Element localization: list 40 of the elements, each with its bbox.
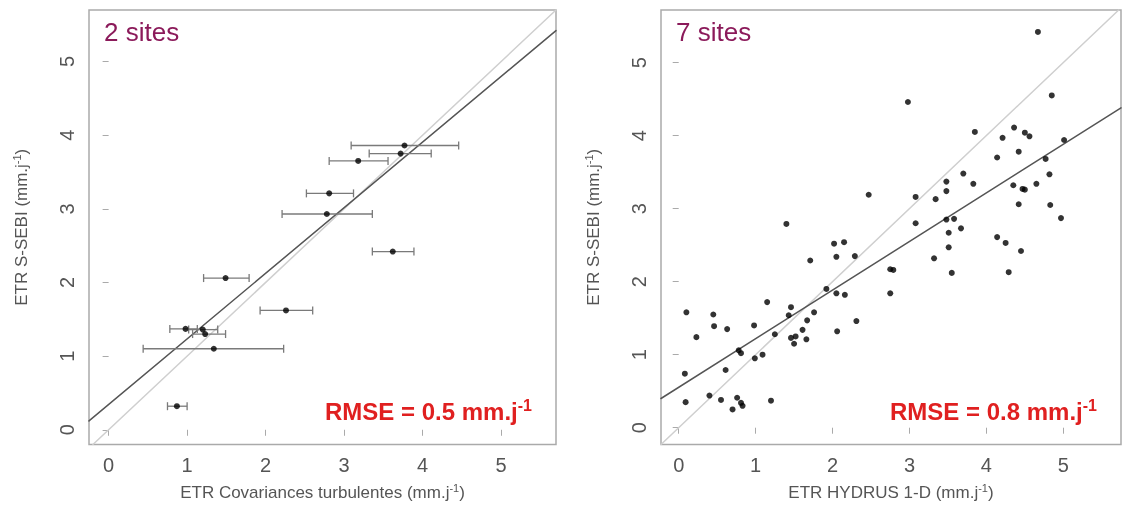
y-tick-label: 2 [56, 276, 78, 289]
point [210, 345, 217, 352]
x-tick-label: 4 [417, 453, 429, 476]
x-tick-label: 2 [260, 453, 272, 476]
y-axis-title: ETR S-SEBI (mm.j-1) [582, 148, 603, 306]
y-tick-label: 5 [56, 55, 78, 68]
x-tick-label: 1 [181, 453, 193, 476]
point [323, 211, 330, 217]
point [283, 307, 289, 314]
x-tick-label: 5 [1057, 453, 1069, 476]
point [397, 150, 404, 157]
point [355, 157, 362, 164]
x-tick-label: 0 [103, 453, 115, 476]
y-tick-label: 1 [56, 350, 78, 362]
x-tick-label: 5 [495, 453, 507, 476]
point [199, 326, 206, 333]
y-tick-label: 2 [628, 276, 650, 288]
x-tick-label: 1 [750, 453, 762, 476]
x-tick-label: 3 [338, 453, 350, 476]
y-tick-label: 1 [628, 349, 650, 361]
chart-title: 7 sites [676, 17, 752, 47]
y-tick-label: 3 [628, 203, 650, 215]
point [326, 190, 333, 197]
x-tick-label: 3 [903, 453, 916, 476]
point [182, 325, 189, 332]
y-tick-label: 4 [628, 130, 650, 142]
x-tick-label: 4 [980, 453, 992, 476]
point [401, 142, 408, 149]
y-tick-label: 3 [56, 203, 78, 215]
point [222, 275, 229, 282]
y-tick-label: 0 [628, 422, 650, 434]
y-tick-label: 4 [56, 129, 78, 141]
x-tick-label: 2 [826, 453, 839, 476]
y-tick-label: 5 [628, 57, 650, 69]
point [173, 403, 180, 410]
chart-title: 2 sites [104, 17, 180, 47]
x-tick-label: 0 [673, 453, 685, 476]
y-axis-title: ETR S-SEBI (mm.j-1) [10, 148, 31, 306]
y-tick-label: 0 [56, 424, 78, 436]
point [202, 331, 209, 338]
